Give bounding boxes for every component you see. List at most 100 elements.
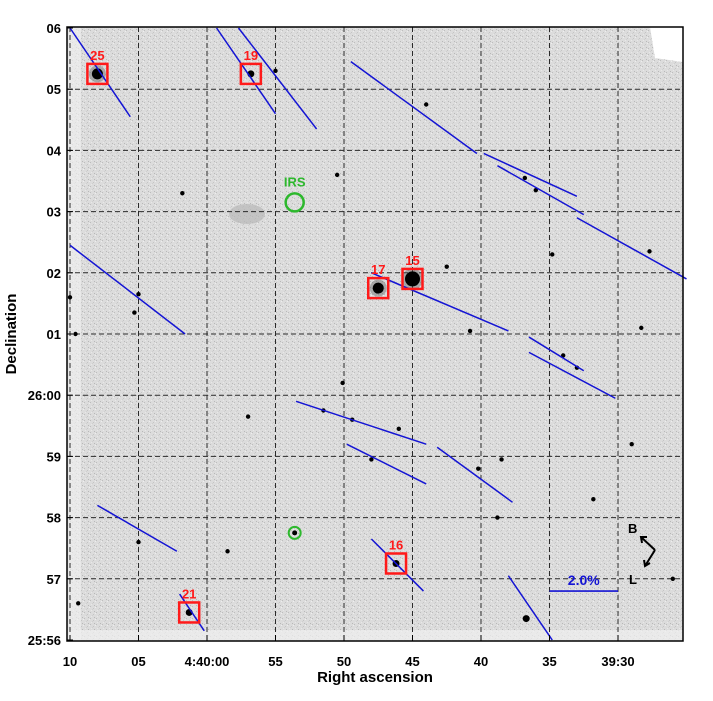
compass-b-arrow bbox=[640, 536, 656, 551]
star bbox=[76, 601, 81, 606]
polarization-vector bbox=[215, 27, 277, 115]
y-tick-label: 04 bbox=[47, 143, 62, 158]
star bbox=[405, 271, 420, 287]
star bbox=[245, 414, 251, 419]
star bbox=[334, 172, 340, 178]
polarization-vector bbox=[497, 165, 585, 216]
star bbox=[629, 441, 634, 447]
star-box-16 bbox=[384, 552, 408, 575]
y-axis: 25:56 57 58 59 26:00 01 02 03 04 05 06 bbox=[28, 21, 73, 648]
x-tick-label: 55 bbox=[268, 654, 282, 669]
irs-label: IRS bbox=[284, 174, 306, 189]
polarization-vector bbox=[350, 61, 478, 155]
star bbox=[73, 331, 78, 337]
compass-b-label: B bbox=[628, 521, 637, 536]
compass-l-arrow bbox=[644, 549, 656, 567]
star-label-25: 25 bbox=[90, 48, 104, 63]
faint-nebulosity bbox=[229, 204, 265, 224]
compass-b-arrowhead bbox=[639, 536, 647, 544]
x-tick-label: 35 bbox=[542, 654, 556, 669]
star bbox=[372, 282, 384, 294]
polarization-vector bbox=[483, 152, 578, 197]
star bbox=[132, 310, 137, 315]
y-tick-label: 03 bbox=[47, 205, 61, 220]
star-box-25 bbox=[86, 62, 109, 86]
polarization-vector bbox=[69, 244, 186, 335]
x-axis-title: Right ascension bbox=[317, 669, 433, 686]
star bbox=[444, 264, 449, 269]
y-tick-label: 25:56 bbox=[28, 633, 61, 648]
labeled-star-boxes: 25 19 17 15 16 21 bbox=[86, 48, 424, 624]
star bbox=[495, 515, 500, 520]
y-tick-label: 02 bbox=[47, 266, 61, 281]
polarization-vector bbox=[97, 504, 178, 552]
star bbox=[591, 497, 596, 502]
star bbox=[522, 175, 528, 181]
stars bbox=[67, 65, 675, 623]
data-edge-band-bottom bbox=[67, 630, 683, 641]
star bbox=[396, 426, 401, 432]
polarization-vector bbox=[528, 336, 585, 372]
x-tick-label: 40 bbox=[474, 654, 488, 669]
star-box-15 bbox=[401, 267, 424, 291]
y-tick-label: 57 bbox=[47, 572, 61, 587]
polarization-vector bbox=[576, 217, 687, 280]
star bbox=[670, 576, 675, 581]
star bbox=[136, 539, 141, 545]
polarization-vector bbox=[507, 575, 553, 641]
y-tick-label: 01 bbox=[47, 327, 61, 342]
star bbox=[273, 68, 278, 74]
star-label-19: 19 bbox=[244, 48, 258, 63]
star bbox=[340, 380, 345, 386]
compass-l-arrowhead bbox=[643, 559, 651, 568]
x-tick-label: 4:40:00 bbox=[185, 654, 230, 669]
star-box-17 bbox=[367, 276, 390, 300]
x-tick-label: 10 bbox=[63, 654, 77, 669]
y-tick-label: 26:00 bbox=[28, 388, 61, 403]
star bbox=[499, 457, 504, 462]
star-box-19 bbox=[239, 62, 263, 86]
polarization-vector bbox=[436, 446, 513, 503]
y-axis-title: Declination bbox=[3, 294, 20, 375]
source-marker-group bbox=[287, 525, 302, 540]
y-tick-label: 05 bbox=[47, 82, 61, 97]
star bbox=[369, 457, 374, 462]
star bbox=[550, 252, 555, 257]
y-tick-label: 59 bbox=[47, 449, 61, 464]
x-tick-label: 39:30 bbox=[601, 654, 634, 669]
star bbox=[424, 102, 429, 107]
polarization-vector bbox=[528, 351, 616, 399]
x-tick-label: 50 bbox=[337, 654, 351, 669]
x-tick-label: 05 bbox=[131, 654, 145, 669]
star bbox=[533, 187, 538, 193]
irs-marker bbox=[284, 192, 305, 213]
star-label-16: 16 bbox=[389, 538, 403, 553]
polarization-vector bbox=[69, 27, 131, 118]
star bbox=[136, 292, 141, 297]
polarization-vector bbox=[295, 400, 427, 445]
star bbox=[467, 328, 473, 334]
y-tick-label: 06 bbox=[47, 21, 61, 36]
x-axis: 10 05 4:40:00 55 50 45 40 35 39:30 bbox=[63, 635, 635, 669]
corner-mask bbox=[650, 27, 683, 62]
polarization-vectors bbox=[69, 27, 687, 641]
compass: B L bbox=[628, 521, 656, 587]
polarization-vector bbox=[370, 538, 424, 592]
star bbox=[522, 615, 530, 623]
star-label-21: 21 bbox=[182, 586, 196, 601]
source-marker-ring bbox=[287, 525, 302, 540]
star bbox=[180, 191, 185, 196]
star bbox=[225, 549, 230, 554]
star bbox=[561, 353, 566, 358]
star bbox=[647, 249, 652, 254]
polarization-vector bbox=[178, 593, 205, 632]
polarization-vector bbox=[237, 27, 318, 130]
star bbox=[476, 466, 481, 471]
scale-bar-label: 2.0% bbox=[568, 572, 600, 588]
star bbox=[639, 325, 644, 331]
star-label-15: 15 bbox=[405, 253, 419, 268]
compass-l-label: L bbox=[629, 572, 637, 587]
polarization-vector bbox=[371, 272, 509, 332]
star-box-21 bbox=[177, 601, 201, 624]
